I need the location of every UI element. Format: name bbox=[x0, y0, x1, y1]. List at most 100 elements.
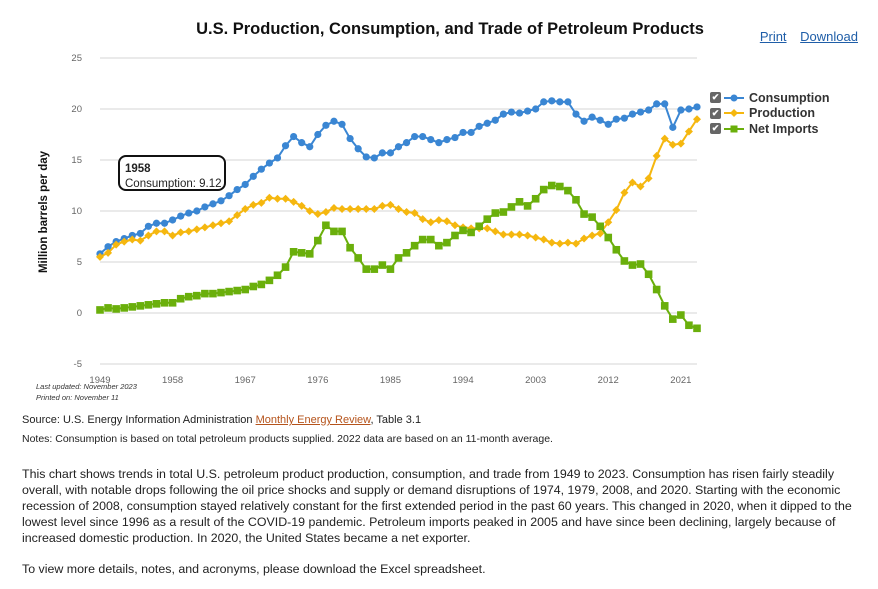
data-point[interactable] bbox=[273, 194, 282, 203]
data-point[interactable] bbox=[370, 154, 378, 162]
data-point[interactable] bbox=[160, 299, 169, 307]
data-point[interactable] bbox=[556, 182, 564, 191]
data-point[interactable] bbox=[265, 193, 274, 202]
data-point[interactable] bbox=[660, 134, 669, 143]
data-point[interactable] bbox=[120, 237, 129, 246]
data-point[interactable] bbox=[483, 119, 491, 127]
data-point[interactable] bbox=[176, 294, 185, 303]
data-point[interactable] bbox=[418, 235, 427, 244]
data-point[interactable] bbox=[515, 230, 524, 239]
data-point[interactable] bbox=[499, 230, 508, 239]
data-point[interactable] bbox=[200, 223, 209, 232]
data-point[interactable] bbox=[370, 265, 379, 273]
data-point[interactable] bbox=[435, 241, 443, 250]
data-point[interactable] bbox=[104, 248, 113, 257]
data-point[interactable] bbox=[305, 250, 314, 258]
data-point[interactable] bbox=[636, 260, 645, 268]
data-point[interactable] bbox=[491, 209, 500, 217]
data-point[interactable] bbox=[290, 132, 298, 141]
data-point[interactable] bbox=[96, 306, 104, 314]
data-point[interactable] bbox=[386, 200, 395, 209]
data-point[interactable] bbox=[128, 303, 137, 311]
data-point[interactable] bbox=[588, 231, 597, 240]
data-point[interactable] bbox=[104, 243, 112, 251]
data-point[interactable] bbox=[483, 215, 492, 223]
data-point[interactable] bbox=[604, 120, 612, 128]
data-point[interactable] bbox=[354, 204, 363, 213]
data-point[interactable] bbox=[241, 180, 249, 189]
data-point[interactable] bbox=[572, 110, 580, 118]
data-point[interactable] bbox=[201, 289, 209, 298]
data-point[interactable] bbox=[563, 238, 572, 247]
data-point[interactable] bbox=[265, 159, 274, 167]
data-point[interactable] bbox=[233, 185, 241, 194]
data-point[interactable] bbox=[321, 208, 330, 217]
data-point[interactable] bbox=[152, 300, 161, 308]
data-point[interactable] bbox=[653, 100, 661, 108]
data-point[interactable] bbox=[652, 285, 661, 294]
data-point[interactable] bbox=[362, 265, 371, 273]
data-point[interactable] bbox=[402, 249, 411, 257]
data-point[interactable] bbox=[128, 235, 137, 244]
data-point[interactable] bbox=[386, 265, 395, 273]
data-point[interactable] bbox=[144, 231, 153, 240]
data-point[interactable] bbox=[677, 311, 685, 319]
data-point[interactable] bbox=[346, 243, 354, 252]
data-point[interactable] bbox=[620, 257, 629, 265]
data-point[interactable] bbox=[539, 185, 548, 194]
data-point[interactable] bbox=[314, 236, 322, 245]
data-point[interactable] bbox=[354, 254, 362, 262]
data-point[interactable] bbox=[265, 276, 274, 285]
download-link[interactable]: Download bbox=[800, 29, 858, 44]
data-point[interactable] bbox=[547, 181, 556, 190]
data-point[interactable] bbox=[249, 282, 258, 291]
data-point[interactable] bbox=[354, 145, 362, 153]
data-point[interactable] bbox=[322, 221, 330, 230]
series-consumption[interactable] bbox=[96, 97, 701, 258]
data-point[interactable] bbox=[612, 245, 621, 254]
data-point[interactable] bbox=[410, 241, 419, 250]
data-point[interactable] bbox=[249, 172, 257, 180]
data-point[interactable] bbox=[451, 231, 459, 240]
data-point[interactable] bbox=[249, 200, 258, 209]
data-point[interactable] bbox=[467, 228, 475, 237]
data-point[interactable] bbox=[144, 301, 153, 309]
data-point[interactable] bbox=[144, 222, 153, 230]
data-point[interactable] bbox=[201, 203, 209, 211]
data-point[interactable] bbox=[636, 182, 645, 191]
data-point[interactable] bbox=[209, 289, 217, 298]
data-point[interactable] bbox=[644, 174, 653, 183]
monthly-energy-review-link[interactable]: Monthly Energy Review bbox=[255, 414, 371, 426]
data-point[interactable] bbox=[652, 151, 661, 160]
data-point[interactable] bbox=[459, 128, 467, 137]
data-point[interactable] bbox=[289, 197, 298, 206]
data-point[interactable] bbox=[160, 227, 169, 236]
data-point[interactable] bbox=[346, 204, 355, 213]
data-point[interactable] bbox=[338, 227, 346, 236]
data-point[interactable] bbox=[661, 100, 669, 108]
data-point[interactable] bbox=[209, 200, 217, 208]
data-point[interactable] bbox=[225, 287, 233, 296]
data-point[interactable] bbox=[442, 217, 451, 226]
data-point[interactable] bbox=[168, 231, 177, 240]
data-point[interactable] bbox=[136, 236, 145, 245]
data-point[interactable] bbox=[160, 219, 169, 227]
checkbox-checked-icon[interactable]: ✔ bbox=[710, 107, 721, 119]
data-point[interactable] bbox=[306, 143, 314, 151]
data-point[interactable] bbox=[322, 121, 330, 129]
data-point[interactable] bbox=[515, 198, 524, 206]
data-point[interactable] bbox=[540, 98, 548, 106]
data-point[interactable] bbox=[426, 218, 435, 227]
data-point[interactable] bbox=[588, 213, 596, 221]
data-point[interactable] bbox=[241, 204, 250, 213]
data-point[interactable] bbox=[596, 222, 604, 231]
data-point[interactable] bbox=[281, 142, 290, 150]
data-point[interactable] bbox=[346, 134, 354, 143]
data-point[interactable] bbox=[386, 149, 395, 157]
data-point[interactable] bbox=[233, 286, 241, 295]
data-point[interactable] bbox=[104, 304, 112, 312]
data-point[interactable] bbox=[297, 249, 306, 257]
data-point[interactable] bbox=[338, 120, 346, 128]
data-point[interactable] bbox=[604, 218, 613, 227]
data-point[interactable] bbox=[313, 210, 322, 219]
